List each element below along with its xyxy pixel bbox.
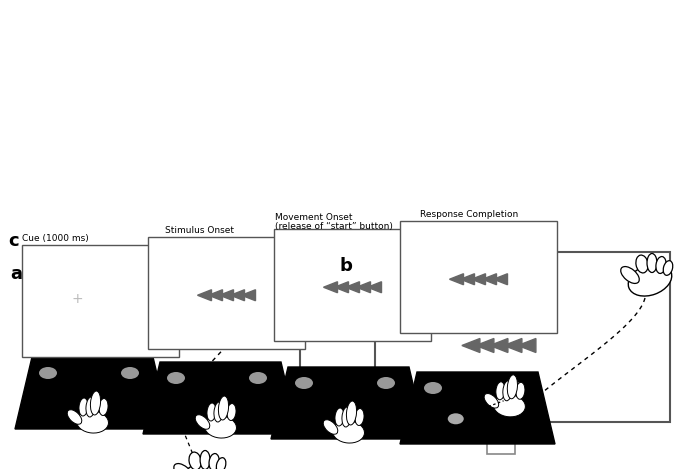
Polygon shape [449,274,464,285]
Bar [22,245,179,357]
Polygon shape [471,274,486,285]
Text: Stimulus Onset: Stimulus Onset [165,226,234,235]
Polygon shape [143,331,161,345]
Polygon shape [242,290,256,301]
Ellipse shape [189,452,201,469]
Ellipse shape [503,381,512,401]
Ellipse shape [207,403,216,421]
Polygon shape [271,367,426,439]
Ellipse shape [647,254,657,272]
Polygon shape [197,290,212,301]
Polygon shape [230,290,245,301]
Polygon shape [493,274,508,285]
Bar [375,252,670,422]
Ellipse shape [636,255,648,273]
Polygon shape [460,274,475,285]
Polygon shape [208,290,223,301]
Ellipse shape [656,257,666,273]
Text: c: c [8,232,18,250]
Text: b: b [340,257,353,275]
Ellipse shape [323,420,338,434]
Ellipse shape [506,382,524,394]
Polygon shape [169,331,187,345]
Ellipse shape [332,421,364,443]
Ellipse shape [167,372,185,384]
Ellipse shape [516,382,525,399]
Text: +: + [71,292,83,306]
Ellipse shape [335,408,344,426]
Polygon shape [323,282,338,293]
Bar [45,260,300,425]
Polygon shape [367,282,382,293]
Ellipse shape [663,261,673,275]
Ellipse shape [99,399,108,416]
Ellipse shape [249,372,267,384]
Ellipse shape [209,454,219,469]
Polygon shape [334,282,349,293]
Ellipse shape [342,407,351,427]
Polygon shape [345,282,360,293]
Ellipse shape [448,413,464,424]
Polygon shape [143,362,298,434]
Text: (release of “start” button): (release of “start” button) [275,222,393,231]
Polygon shape [482,274,497,285]
Ellipse shape [295,377,313,389]
Ellipse shape [90,391,101,415]
Polygon shape [15,357,170,429]
Ellipse shape [424,382,442,394]
Polygon shape [219,290,234,301]
Ellipse shape [496,382,505,400]
Ellipse shape [79,398,88,416]
Polygon shape [117,331,135,345]
Polygon shape [156,331,174,345]
Ellipse shape [182,461,225,469]
Polygon shape [282,268,292,281]
Ellipse shape [174,463,192,469]
Polygon shape [462,339,480,353]
Ellipse shape [86,397,95,417]
Bar [158,403,186,417]
Ellipse shape [200,451,210,469]
Ellipse shape [508,375,517,399]
Polygon shape [490,339,508,353]
Text: Cue (1000 ms): Cue (1000 ms) [22,234,89,243]
Ellipse shape [621,266,639,283]
Polygon shape [476,339,494,353]
Ellipse shape [214,402,223,422]
Ellipse shape [484,393,499,408]
Text: Movement Onset: Movement Onset [275,213,353,222]
Ellipse shape [77,411,108,433]
Polygon shape [504,339,522,353]
Text: Response Completion: Response Completion [420,210,519,219]
Ellipse shape [39,367,57,379]
Bar [45,260,105,282]
Ellipse shape [347,401,357,425]
Polygon shape [130,331,148,345]
Ellipse shape [216,458,226,469]
Text: a: a [10,265,22,283]
Polygon shape [356,282,371,293]
Ellipse shape [205,416,236,438]
Ellipse shape [67,410,82,424]
Bar [148,237,305,349]
Bar [274,229,431,341]
Bar [487,442,515,454]
Ellipse shape [628,264,672,296]
Polygon shape [400,372,555,444]
Ellipse shape [355,408,364,425]
Ellipse shape [219,396,229,420]
Ellipse shape [195,415,210,429]
Ellipse shape [377,377,395,389]
Ellipse shape [121,367,139,379]
Ellipse shape [227,403,236,421]
Ellipse shape [493,395,525,417]
Bar [400,221,557,333]
Bar [250,260,300,282]
Bar [415,280,431,296]
Polygon shape [518,339,536,353]
